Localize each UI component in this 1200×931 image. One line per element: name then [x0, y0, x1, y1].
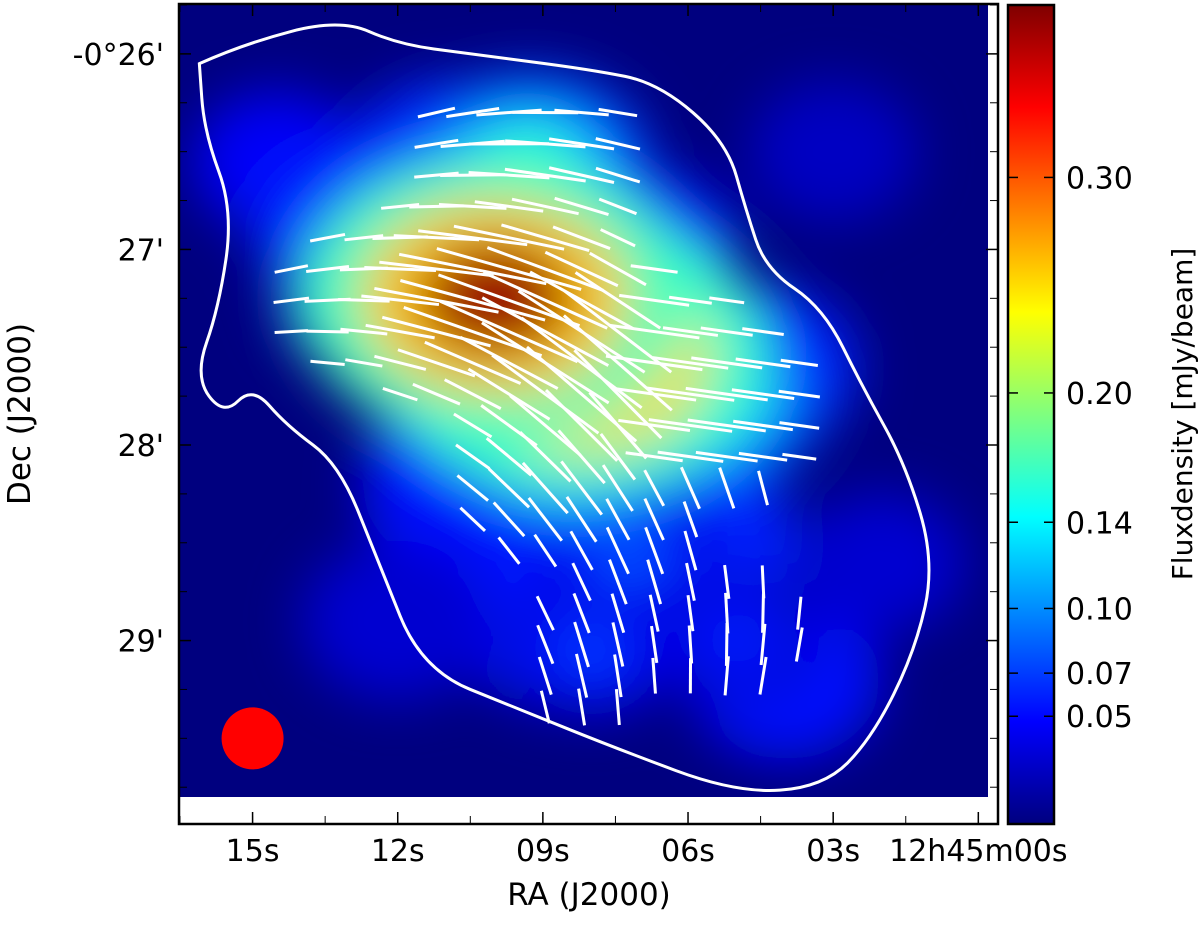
polarization-vector: [306, 331, 348, 332]
polarization-vector: [762, 565, 764, 598]
colorbar-tick-label: 0.14: [1066, 506, 1133, 541]
colorbar-tick-label: 0.10: [1066, 592, 1133, 627]
colorbar-tick-label: 0.07: [1066, 657, 1133, 692]
x-tick-label: 03s: [806, 834, 860, 869]
heatmap-image: [180, 5, 988, 797]
colorbar-tick-label: 0.30: [1066, 161, 1133, 196]
y-axis-label: Dec (J2000): [2, 323, 38, 505]
colorbar-tick-label: 0.20: [1066, 377, 1133, 412]
colorbar-label: Fluxdensity [mJy/beam]: [1166, 248, 1199, 581]
y-tick-label: 27': [118, 233, 164, 268]
x-tick-label: 06s: [661, 834, 715, 869]
emission-region: [749, 82, 917, 222]
colorbar-tick-label: 0.05: [1066, 700, 1133, 735]
polarization-vector: [275, 331, 308, 333]
emission-region: [798, 492, 966, 632]
beam-ellipse: [222, 707, 284, 769]
y-tick-label: 29': [118, 625, 164, 660]
emission-region: [302, 541, 494, 701]
x-axis-label: RA (J2000): [507, 877, 671, 913]
x-tick-label: 09s: [516, 834, 570, 869]
colorbar: [1008, 5, 1054, 824]
y-tick-label: -0°26': [73, 38, 164, 73]
x-tick-label: 12s: [371, 834, 425, 869]
x-tick-label: 12h45m00s: [889, 834, 1067, 869]
x-tick-label: 15s: [226, 834, 280, 869]
y-tick-label: 28': [118, 429, 164, 464]
